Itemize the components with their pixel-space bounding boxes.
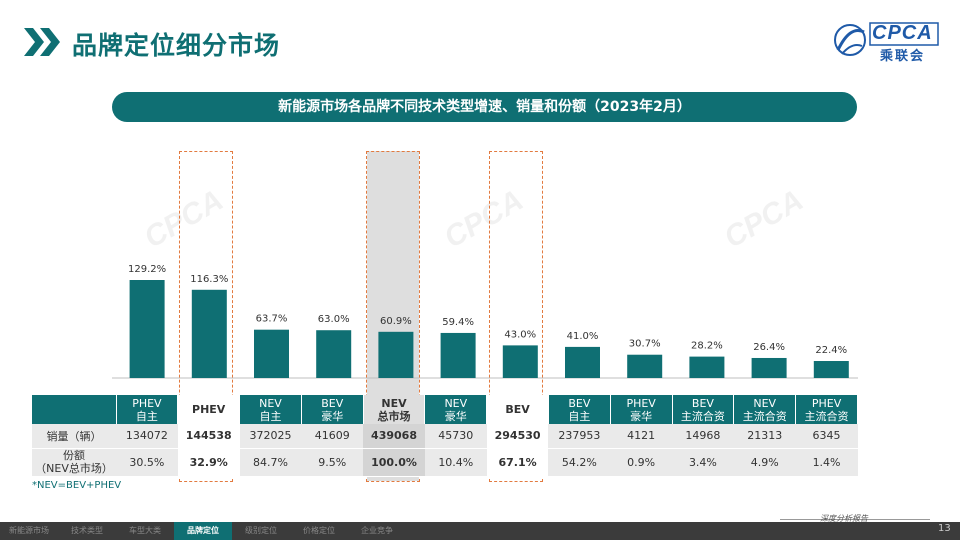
bar-value-label: 60.9%	[380, 316, 412, 327]
table-cell: 54.2%	[548, 448, 611, 477]
table-cell: 1.4%	[795, 448, 858, 477]
nav-tab[interactable]: 新能源市场	[9, 526, 49, 535]
table-column-header: BEV	[486, 395, 549, 424]
bar	[254, 329, 289, 378]
table-cell: 32.9%	[177, 448, 240, 477]
bar-value-label: 63.0%	[318, 314, 350, 325]
data-table: PHEV 自主 PHEV NEV 自主 BEV 豪华 NEV 总市场 NEV 豪华 BEV BEV 自主 P…	[32, 395, 858, 477]
bar	[191, 289, 227, 378]
bar-value-label: 30.7%	[629, 339, 661, 350]
bar-value-label: 26.4%	[753, 342, 785, 353]
table-header-row: PHEV 自主 PHEV NEV 自主 BEV 豪华 NEV 总市场 NEV 豪华 BEV BEV 自主 P…	[32, 395, 858, 424]
nav-tab[interactable]: 技术类型	[71, 526, 103, 535]
table-column-header: NEV 豪华	[424, 395, 488, 424]
bar-value-label: 22.4%	[815, 345, 847, 356]
bar	[813, 361, 849, 378]
title-chevrons-icon	[24, 28, 60, 56]
nav-tab[interactable]: 车型大类	[129, 526, 161, 535]
table-column-header: BEV 豪华	[301, 395, 364, 424]
bar	[751, 357, 787, 378]
nav-tab[interactable]: 企业竞争	[361, 526, 393, 535]
table-row: 销量（辆） 134072 144538 372025 41609 439068 45730 2…	[32, 424, 858, 449]
bar-value-label: 116.3%	[190, 274, 228, 285]
phev-highlight-box	[179, 151, 233, 482]
cpca-logo-icon	[834, 22, 939, 56]
table-column-header: NEV 自主	[239, 395, 302, 424]
bar-value-label: 28.2%	[691, 341, 723, 352]
table-cell: 134072	[116, 424, 178, 449]
table-cell: 372025	[239, 424, 302, 449]
table-cell: 41609	[301, 424, 364, 449]
table-cell: 0.9%	[610, 448, 673, 477]
footer-divider	[780, 519, 930, 520]
table-column-header: BEV 自主	[548, 395, 611, 424]
table-row-label: 销量（辆）	[32, 424, 116, 449]
table-cell: 21313	[733, 424, 796, 449]
table-column-header: BEV 主流合资	[672, 395, 735, 424]
bar	[689, 356, 725, 378]
table-row-label: 份额 （NEV总市场）	[32, 448, 116, 477]
table-column-header: PHEV	[177, 395, 241, 424]
bar-value-label: 129.2%	[128, 264, 166, 275]
table-header-corner	[32, 395, 117, 424]
section-nav: 新能源市场 技术类型 车型大类 品牌定位 级别定位 价格定位 企业竞争	[0, 522, 406, 540]
bar	[440, 332, 476, 378]
bar-value-label: 41.0%	[567, 331, 599, 342]
bar	[502, 345, 538, 378]
watermark-logo-icon: CPCA	[719, 184, 809, 255]
table-column-header: PHEV 豪华	[610, 395, 673, 424]
footnote: *NEV=BEV+PHEV	[32, 480, 122, 491]
bar	[316, 330, 352, 378]
bar	[627, 354, 663, 378]
logo-subtext: 乘联会	[880, 49, 926, 64]
page-title: 品牌定位细分市场	[72, 31, 281, 60]
table-column-header: PHEV 自主	[116, 395, 179, 424]
table-cell: 84.7%	[239, 448, 302, 477]
table-column-header: NEV 总市场	[363, 395, 426, 424]
bar	[129, 280, 165, 378]
report-tag: 深度分析报告	[820, 514, 868, 523]
bar-value-label: 59.4%	[442, 317, 474, 328]
table-cell: 439068	[363, 424, 425, 449]
table-cell: 10.4%	[424, 448, 487, 477]
bev-highlight-box	[489, 151, 543, 482]
table-cell: 45730	[424, 424, 487, 449]
logo-text: CPCA	[872, 22, 933, 44]
table-cell: 67.1%	[486, 448, 549, 477]
table-cell: 30.5%	[116, 448, 178, 477]
bar-value-label: 43.0%	[504, 329, 536, 340]
table-cell: 100.0%	[363, 448, 425, 477]
table-cell: 9.5%	[301, 448, 364, 477]
table-cell: 237953	[548, 424, 611, 449]
page-number: 13	[938, 523, 951, 534]
table-column-header: PHEV 主流合资	[795, 395, 858, 424]
subtitle-bar: 新能源市场各品牌不同技术类型增速、销量和份额（2023年2月）	[112, 92, 857, 122]
bottom-bar	[0, 522, 960, 540]
table-cell: 14968	[672, 424, 734, 449]
table-cell: 4.9%	[733, 448, 796, 477]
table-cell: 3.4%	[672, 448, 734, 477]
table-cell: 294530	[486, 424, 549, 449]
bar	[378, 331, 414, 378]
nav-tab[interactable]: 级别定位	[245, 526, 277, 535]
table-cell: 4121	[610, 424, 673, 449]
bar	[565, 346, 600, 378]
watermark-logo-icon: CPCA	[139, 184, 229, 255]
table-row: 份额 （NEV总市场） 30.5% 32.9% 84.7% 9.5% 100.0% 10.4%…	[32, 448, 858, 477]
table-cell: 144538	[177, 424, 240, 449]
table-column-header: NEV 主流合资	[733, 395, 797, 424]
nev-total-highlight-box	[366, 151, 420, 482]
bar-value-label: 63.7%	[256, 314, 288, 325]
watermark-logo-icon: CPCA	[439, 184, 529, 255]
nav-tab[interactable]: 价格定位	[303, 526, 335, 535]
nav-tab[interactable]: 品牌定位	[174, 522, 232, 540]
table-cell: 6345	[795, 424, 858, 449]
